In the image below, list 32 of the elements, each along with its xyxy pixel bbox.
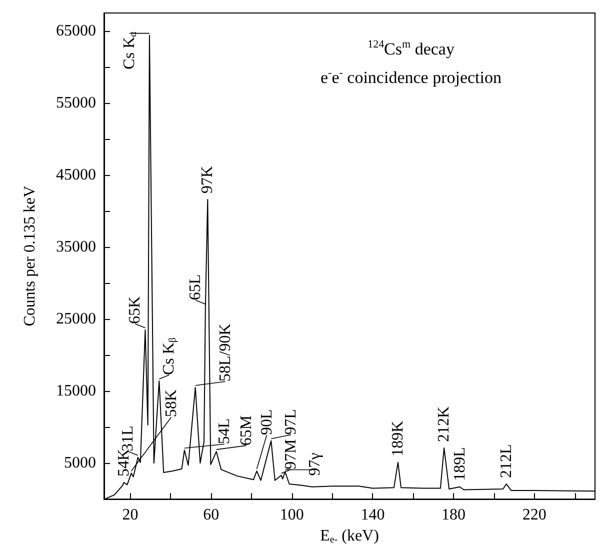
annotation: 65K [126, 296, 144, 324]
y-tick-label: 25000 [56, 310, 96, 328]
annotation: 97M [282, 439, 300, 470]
y-tick-label: 5000 [64, 454, 96, 472]
annotation: 97L [282, 408, 300, 435]
annotation: 189L [451, 447, 468, 481]
text: e-e- coincidence projection [320, 67, 502, 87]
x-tick-label: 60 [203, 506, 220, 524]
y-tick-label: 35000 [56, 238, 96, 256]
y-tick-label: 45000 [56, 166, 96, 184]
annotation: 65M [238, 415, 255, 446]
annotation: 97γ [306, 452, 324, 476]
y-tick-label: 65000 [56, 22, 96, 40]
x-tick-label: 220 [522, 506, 546, 524]
annotation: 31L [119, 426, 136, 452]
y-axis-title: Counts per 0.135 keV [22, 185, 38, 326]
annotation: Cs Kβ [160, 337, 179, 375]
annotation: 97K [199, 166, 216, 194]
annotation: 212K [436, 406, 453, 442]
x-tick-label: 20 [122, 506, 138, 524]
annotation: 65L [186, 274, 204, 300]
annotation: 90L [258, 409, 276, 436]
annotation: 189K [389, 420, 406, 456]
y-tick-label: 15000 [56, 382, 96, 400]
annotation: 54L [216, 418, 233, 444]
x-tick-label: 140 [360, 506, 385, 524]
x-tick-label: 180 [442, 506, 466, 524]
x-tick-label: 100 [280, 506, 304, 524]
y-tick-label: 55000 [56, 94, 96, 112]
annotation: 58L/90K [216, 323, 234, 382]
annotation: 58K [162, 389, 180, 418]
annotation: 212L [498, 444, 515, 478]
